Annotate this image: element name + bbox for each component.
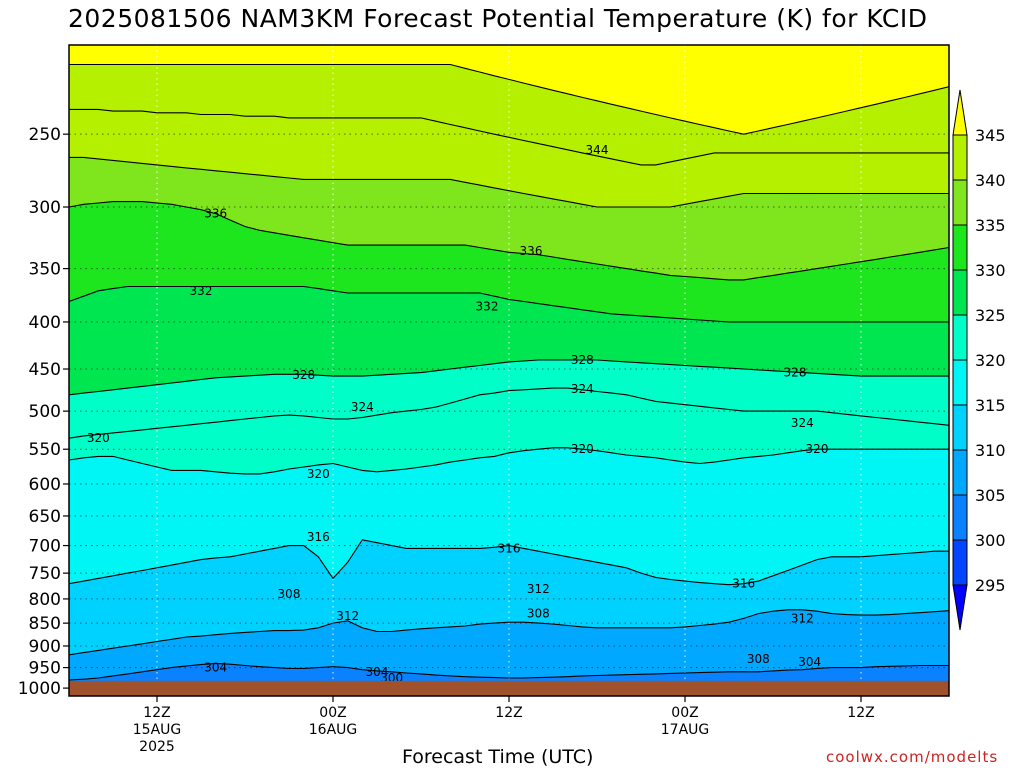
colorbar-segment: [952, 449, 968, 496]
isentrope-340: [69, 156, 949, 208]
contour-label: 304: [366, 665, 389, 679]
colorbar-label: 300: [975, 531, 1006, 550]
contour-label: 312: [336, 609, 359, 623]
contour-label: 312: [527, 582, 550, 596]
site-credit: coolwx.com/modelts: [826, 748, 999, 766]
contour-label: 332: [190, 284, 213, 298]
y-tick-label: 850: [29, 614, 61, 634]
colorbar-segment: [952, 179, 968, 226]
colorbar-segment: [952, 269, 968, 316]
y-tick-label: 750: [29, 564, 61, 584]
ground-fill: [69, 680, 949, 696]
contour-label: 328: [571, 353, 594, 367]
x-tick-label: 16AUG: [309, 722, 358, 738]
colorbar-bottom-arrow: [952, 584, 968, 631]
x-tick-label: 12Z: [495, 705, 522, 721]
y-tick-label: 800: [29, 590, 61, 610]
colorbar-top-arrow: [952, 89, 968, 136]
y-tick-label: 900: [29, 637, 61, 657]
x-tick-label: 2025: [139, 739, 175, 755]
colorbar-label: 335: [975, 216, 1006, 235]
contour-label: 316: [498, 541, 521, 555]
contour-label: 320: [307, 467, 330, 481]
isentrope-332: [69, 285, 949, 323]
colorbar-label: 315: [975, 396, 1006, 415]
colorbar-segment: [952, 134, 968, 181]
x-tick-label: 00Z: [671, 705, 698, 721]
y-tick-label: 500: [29, 402, 61, 422]
contour-label: 336: [520, 244, 543, 258]
colorbar-segment: [952, 494, 968, 541]
colorbar-label: 345: [975, 126, 1006, 145]
contour-label: 304: [798, 655, 821, 669]
colorbar-label: 310: [975, 441, 1006, 460]
y-tick-label: 600: [29, 475, 61, 495]
y-tick-label: 250: [29, 125, 61, 145]
colorbar-segment: [952, 539, 968, 586]
isentrope-336: [69, 201, 949, 281]
contour-label: 324: [571, 382, 594, 396]
colorbar-label: 330: [975, 261, 1006, 280]
colorbar-segment: [952, 314, 968, 361]
x-tick-label: 12Z: [143, 705, 170, 721]
y-tick-label: 350: [29, 260, 61, 280]
grid-layer: [69, 45, 949, 696]
contour-label: 336: [204, 207, 227, 221]
page-title: 2025081506 NAM3KM Forecast Potential Tem…: [68, 4, 928, 33]
contour-label: 332: [476, 300, 499, 314]
contour-label: 320: [87, 431, 110, 445]
colorbar-label: 325: [975, 306, 1006, 325]
contour-label: 320: [806, 442, 829, 456]
x-tick-label: 12Z: [847, 705, 874, 721]
y-tick-label: 650: [29, 507, 61, 527]
fill-band-348: [69, 45, 949, 135]
plot-area: 344 336 336 332 332 328 328 328 324 324 324 320 320 3…: [69, 45, 949, 696]
contour-label: 304: [204, 661, 227, 675]
y-tick-label: 300: [29, 198, 61, 218]
contour-label: 308: [747, 652, 770, 666]
y-axis: 250 300 350 400 450 500 550 600 650 700 750 800 850 9…: [18, 125, 69, 699]
contour-label: 308: [278, 587, 301, 601]
isentrope-312: [69, 609, 949, 656]
colorbar-label: 340: [975, 171, 1006, 190]
contour-label: 344: [586, 143, 609, 157]
isentrope-320: [69, 447, 949, 475]
y-tick-label: 450: [29, 360, 61, 380]
isentrope-344: [69, 108, 949, 166]
colorbar-segment: [952, 404, 968, 451]
y-tick-label: 950: [29, 659, 61, 679]
x-axis-label: Forecast Time (UTC): [402, 746, 594, 768]
contour-label: 316: [732, 577, 755, 591]
contour-label: 324: [351, 400, 374, 414]
x-tick-label: 17AUG: [661, 722, 710, 738]
colorbar-segment: [952, 224, 968, 271]
colorbar-label: 320: [975, 351, 1006, 370]
contour-label: 320: [571, 442, 594, 456]
contour-label: 328: [784, 366, 807, 380]
contour-label: 312: [791, 611, 814, 625]
colorbar-label: 295: [975, 576, 1006, 595]
colorbar-segment: [952, 359, 968, 406]
contour-label: 316: [307, 530, 330, 544]
y-tick-label: 550: [29, 440, 61, 460]
colorbar: 295 300 305 310 315 320 325 330 335 340 345: [952, 89, 1006, 631]
contour-label-layer: 344 336 336 332 332 328 328 328 324 324 324 320 320 3…: [87, 143, 829, 685]
x-tick-label: 00Z: [319, 705, 346, 721]
y-tick-label: 700: [29, 537, 61, 557]
x-tick-label: 15AUG: [133, 722, 182, 738]
contour-label: 328: [292, 368, 315, 382]
contour-label: 308: [527, 607, 550, 621]
isentrope-308: [69, 662, 949, 681]
isentrope-328: [69, 359, 949, 396]
colorbar-label: 305: [975, 486, 1006, 505]
contour-label: 324: [791, 416, 814, 430]
isentrope-348: [69, 63, 949, 135]
isentrope-324: [69, 387, 949, 439]
y-tick-label: 1000: [18, 679, 61, 699]
y-tick-label: 400: [29, 313, 61, 333]
isentrope-316: [69, 539, 949, 586]
